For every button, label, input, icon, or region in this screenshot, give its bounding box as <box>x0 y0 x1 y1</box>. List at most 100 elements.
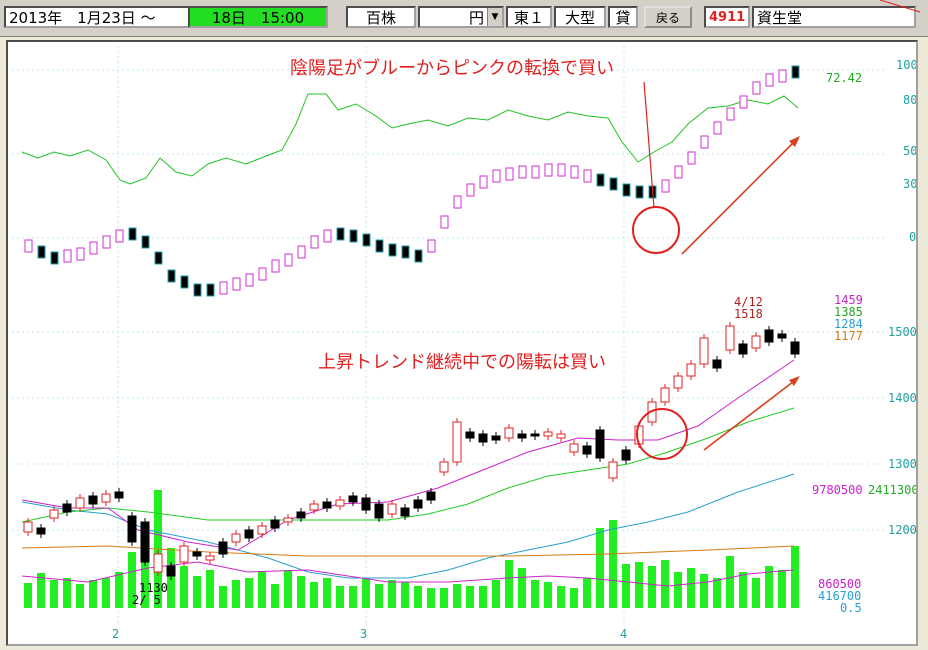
rsi-value-label: 72.42 <box>826 71 862 85</box>
volume-bar <box>713 578 721 608</box>
volume-bar <box>219 586 227 608</box>
chevron-down-icon[interactable]: ▼ <box>487 8 502 26</box>
stock-name-field[interactable]: 資生堂 <box>752 6 916 28</box>
price-candle-body <box>712 359 722 369</box>
volume-bar <box>635 562 643 608</box>
currency-text: 円 <box>468 9 484 27</box>
ma-mid-line <box>21 407 795 523</box>
volume-bar <box>258 572 266 608</box>
volume-bar <box>37 573 45 608</box>
currency-select[interactable]: 円 ▼ <box>418 6 504 28</box>
end-time-text: 18日 15:00 <box>211 9 305 27</box>
chart-area: 陰陽足がブルーからピンクの転換で買い 上昇トレンド継続中での陽転は買い 4/12… <box>6 40 919 646</box>
stock-code-field[interactable]: 4911 <box>704 6 750 28</box>
price-candle-body <box>244 529 254 539</box>
volume-bar <box>687 568 695 608</box>
end-time-field[interactable]: 18日 15:00 <box>188 6 328 28</box>
volume-bar <box>193 576 201 608</box>
price-tick-1400: 1400 <box>888 391 916 405</box>
price-candle-body <box>556 433 566 439</box>
oscillator-candle <box>219 281 228 295</box>
ma-value-long: 1284 <box>834 317 863 331</box>
volume-bar <box>440 588 448 608</box>
price-candle-body <box>166 565 176 577</box>
size-text: 大型 <box>564 9 595 27</box>
back-button[interactable]: 戻る <box>644 6 692 28</box>
oscillator-candle <box>349 229 358 243</box>
volume-bar <box>661 560 669 608</box>
ma-vlong-line <box>21 545 795 557</box>
trend-arrow-middle <box>703 377 799 451</box>
price-candle-body <box>348 495 358 503</box>
volume-value-2: 416700 <box>818 589 861 603</box>
price-candle-body <box>322 501 332 509</box>
price-candle-body <box>504 427 514 439</box>
volume-top-right: 2411300 <box>868 483 916 497</box>
volume-bar <box>89 580 97 608</box>
volume-bar <box>349 586 357 608</box>
volume-bar <box>284 570 292 608</box>
price-candle-body <box>725 325 735 351</box>
ma-value-short: 1459 <box>834 293 863 307</box>
volume-bar <box>245 578 253 608</box>
osc-tick-100: 100 <box>896 58 916 72</box>
price-candle-body <box>296 511 306 519</box>
price-candle-body <box>777 333 787 339</box>
volume-bar <box>622 564 630 608</box>
volume-bar <box>583 578 591 608</box>
oscillator-candle <box>479 175 488 189</box>
volume-bar <box>674 572 682 608</box>
price-candle-body <box>101 493 111 503</box>
price-candle-body <box>179 545 189 563</box>
oscillator-candle <box>570 165 579 179</box>
volume-bar <box>310 582 318 608</box>
start-date-field[interactable]: 2013年 1月23日 ～ <box>4 6 240 28</box>
oscillator-candle <box>674 165 683 179</box>
oscillator-candle <box>440 215 449 229</box>
oscillator-candle <box>50 251 59 265</box>
start-date-text: 2013年 1月23日 <box>9 9 136 27</box>
oscillator-candle <box>427 239 436 253</box>
oscillator-candle <box>141 235 150 249</box>
trend-arrowhead-middle <box>789 376 800 386</box>
volume-bar <box>401 582 409 608</box>
price-candle-body <box>452 421 462 463</box>
oscillator-candle <box>726 107 735 121</box>
oscillator-candle <box>752 81 761 95</box>
volume-bar <box>609 520 617 608</box>
oscillator-candle <box>375 239 384 253</box>
volume-bar <box>544 582 552 608</box>
volume-value-3: 0.5 <box>840 601 862 615</box>
oscillator-candle <box>193 283 202 297</box>
oscillator-candle <box>154 251 163 265</box>
volume-bar <box>492 580 500 608</box>
price-candle-body <box>283 517 293 523</box>
corner-decoration <box>880 0 921 13</box>
price-candle-body <box>153 553 163 573</box>
volume-bar <box>76 584 84 608</box>
annotation-middle-text: 上昇トレンド継続中での陽転は買い <box>318 352 606 373</box>
price-candle-body <box>608 461 618 479</box>
oscillator-candle <box>401 245 410 259</box>
lending-field: 貸 <box>608 6 638 28</box>
price-candle-body <box>491 435 501 441</box>
oscillator-candle <box>700 135 709 149</box>
candlestick-layer <box>23 65 800 580</box>
oscillator-candle <box>310 235 319 249</box>
oscillator-candle <box>336 227 345 241</box>
price-candle-body <box>517 433 527 439</box>
market-field: 東１ <box>506 6 552 28</box>
volume-bar <box>414 586 422 608</box>
price-candle-body <box>62 503 72 513</box>
volume-bar <box>323 578 331 608</box>
lending-text: 貸 <box>615 9 631 27</box>
oscillator-candle <box>89 241 98 255</box>
price-candle-body <box>192 551 202 557</box>
oscillator-candle <box>76 247 85 261</box>
price-candle-body <box>699 337 709 365</box>
volume-bar <box>50 580 58 608</box>
volume-bar <box>791 546 799 608</box>
volume-bar <box>518 568 526 608</box>
oscillator-candle <box>63 249 72 263</box>
oscillator-candle <box>271 259 280 273</box>
